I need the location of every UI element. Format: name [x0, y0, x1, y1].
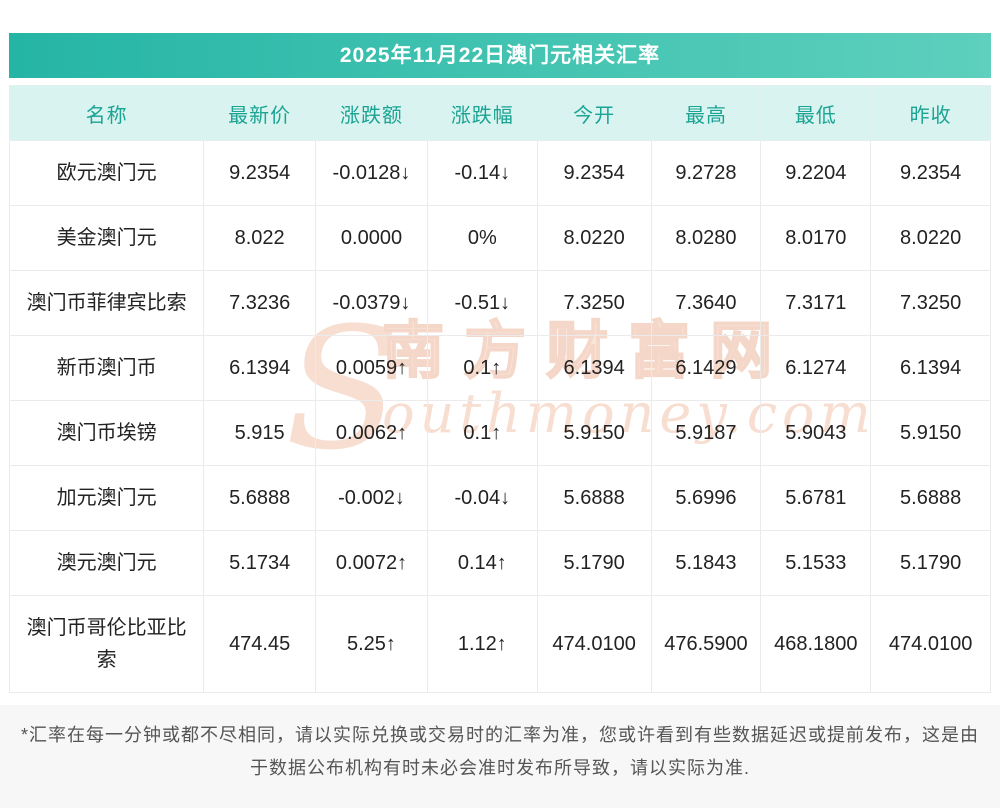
rate-cell-change: 0.0072↑: [315, 530, 428, 596]
column-header: 最低: [760, 85, 872, 141]
currency-pair-name: 澳门币哥伦比亚比索: [8, 595, 205, 693]
rate-cell-change: 5.25↑: [315, 595, 428, 693]
rate-cell-latest: 8.022: [203, 205, 317, 271]
rate-cell-low: 468.1800: [760, 595, 872, 693]
rate-cell-pct: 0.1↑: [426, 335, 538, 401]
currency-pair-name: 澳元澳门元: [8, 530, 205, 596]
table-row: 新币澳门币 6.1394 0.0059↑ 0.1↑ 6.1394 6.1429 6.1274…: [8, 335, 991, 401]
rate-cell-high: 5.9187: [650, 400, 762, 466]
rate-cell-latest: 5.1734: [203, 530, 317, 596]
rate-cell-high: 8.0280: [650, 205, 762, 271]
rate-cell-pct: 1.12↑: [426, 595, 538, 693]
rate-cell-change: 0.0062↑: [315, 400, 428, 466]
rate-cell-low: 5.6781: [760, 465, 872, 531]
main-content: 2025年11月22日澳门元相关汇率 名称 最新价 涨跌额 涨跌幅 今开 最高 最低 昨收 欧…: [8, 33, 991, 693]
rate-cell-high: 476.5900: [650, 595, 762, 693]
rate-cell-latest: 474.45: [203, 595, 317, 693]
rate-cell-prev: 474.0100: [870, 595, 991, 693]
rate-cell-prev: 5.1790: [870, 530, 991, 596]
rate-cell-prev: 8.0220: [870, 205, 991, 271]
table-row: 澳元澳门元 5.1734 0.0072↑ 0.14↑ 5.1790 5.1843 5.153…: [8, 530, 991, 596]
currency-pair-name: 新币澳门币: [8, 335, 205, 401]
table-row: 澳门币埃镑 5.915 0.0062↑ 0.1↑ 5.9150 5.9187 5.9043 5…: [8, 400, 991, 466]
rate-cell-high: 5.6996: [650, 465, 762, 531]
rate-cell-prev: 6.1394: [870, 335, 991, 401]
rate-cell-high: 7.3640: [650, 270, 762, 336]
table-row: 美金澳门元 8.022 0.0000 0% 8.0220 8.0280 8.0170 8.02…: [8, 205, 991, 271]
table-body: 欧元澳门元 9.2354 -0.0128↓ -0.14↓ 9.2354 9.2728 9.2…: [8, 140, 991, 693]
rate-cell-change: 0.0059↑: [315, 335, 428, 401]
table-row: 加元澳门元 5.6888 -0.002↓ -0.04↓ 5.6888 5.6996 5.67…: [8, 465, 991, 531]
rate-cell-high: 5.1843: [650, 530, 762, 596]
rate-cell-open: 5.6888: [536, 465, 652, 531]
table-row: 澳门币菲律宾比索 7.3236 -0.0379↓ -0.51↓ 7.3250 7.3640…: [8, 270, 991, 336]
rate-cell-low: 8.0170: [760, 205, 872, 271]
rate-cell-high: 9.2728: [650, 140, 762, 206]
header-row: 名称 最新价 涨跌额 涨跌幅 今开 最高 最低 昨收: [8, 85, 991, 141]
currency-pair-name: 美金澳门元: [8, 205, 205, 271]
currency-pair-name: 澳门币埃镑: [8, 400, 205, 466]
rate-cell-prev: 7.3250: [870, 270, 991, 336]
rate-cell-pct: -0.51↓: [426, 270, 538, 336]
column-header: 昨收: [870, 85, 991, 141]
rate-cell-open: 7.3250: [536, 270, 652, 336]
rate-cell-open: 474.0100: [536, 595, 652, 693]
page-title: 2025年11月22日澳门元相关汇率: [9, 33, 991, 78]
column-header: 涨跌额: [315, 85, 428, 141]
rate-cell-open: 9.2354: [536, 140, 652, 206]
rate-cell-prev: 9.2354: [870, 140, 991, 206]
footnote-text: *汇率在每一分钟或都不尽相同，请以实际兑换或交易时的汇率为准，您或许看到有些数据…: [21, 725, 979, 779]
rate-cell-pct: -0.14↓: [426, 140, 538, 206]
rate-cell-prev: 5.6888: [870, 465, 991, 531]
rate-cell-latest: 6.1394: [203, 335, 317, 401]
rate-cell-change: -0.0128↓: [315, 140, 428, 206]
rate-cell-latest: 5.915: [203, 400, 317, 466]
rate-cell-latest: 7.3236: [203, 270, 317, 336]
column-header: 名称: [8, 85, 205, 141]
rate-cell-latest: 9.2354: [203, 140, 317, 206]
rate-cell-high: 6.1429: [650, 335, 762, 401]
rate-cell-low: 5.9043: [760, 400, 872, 466]
rate-cell-low: 5.1533: [760, 530, 872, 596]
rate-cell-latest: 5.6888: [203, 465, 317, 531]
table-header: 名称 最新价 涨跌额 涨跌幅 今开 最高 最低 昨收: [8, 85, 991, 141]
rate-cell-prev: 5.9150: [870, 400, 991, 466]
column-header: 最高: [650, 85, 762, 141]
rate-cell-low: 7.3171: [760, 270, 872, 336]
footnote-area: *汇率在每一分钟或都不尽相同，请以实际兑换或交易时的汇率为准，您或许看到有些数据…: [0, 705, 1000, 808]
currency-pair-name: 澳门币菲律宾比索: [8, 270, 205, 336]
rate-cell-change: -0.002↓: [315, 465, 428, 531]
exchange-rates-table: 名称 最新价 涨跌额 涨跌幅 今开 最高 最低 昨收 欧元澳门元 9.2354 -0.0128↓ -…: [8, 85, 991, 693]
rate-cell-pct: 0.1↑: [426, 400, 538, 466]
rate-cell-open: 8.0220: [536, 205, 652, 271]
rate-cell-open: 5.1790: [536, 530, 652, 596]
rate-cell-open: 5.9150: [536, 400, 652, 466]
rate-cell-low: 9.2204: [760, 140, 872, 206]
currency-pair-name: 欧元澳门元: [8, 140, 205, 206]
rate-cell-change: 0.0000: [315, 205, 428, 271]
rate-cell-open: 6.1394: [536, 335, 652, 401]
table-row: 澳门币哥伦比亚比索 474.45 5.25↑ 1.12↑ 474.0100 476.590…: [8, 595, 991, 693]
currency-pair-name: 加元澳门元: [8, 465, 205, 531]
rate-cell-pct: -0.04↓: [426, 465, 538, 531]
column-header: 今开: [536, 85, 652, 141]
column-header: 涨跌幅: [426, 85, 538, 141]
table-row: 欧元澳门元 9.2354 -0.0128↓ -0.14↓ 9.2354 9.2728 9.2…: [8, 140, 991, 206]
rate-cell-pct: 0%: [426, 205, 538, 271]
column-header: 最新价: [203, 85, 317, 141]
rate-cell-change: -0.0379↓: [315, 270, 428, 336]
rate-cell-low: 6.1274: [760, 335, 872, 401]
rate-cell-pct: 0.14↑: [426, 530, 538, 596]
